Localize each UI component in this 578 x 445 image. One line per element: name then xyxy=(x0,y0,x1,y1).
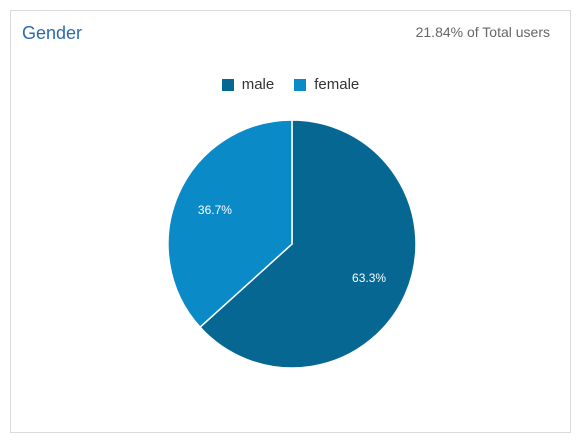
pie-label-male: 63.3% xyxy=(352,271,386,285)
pie-slice-female[interactable] xyxy=(167,119,293,329)
legend-swatch-male xyxy=(221,78,234,91)
legend-swatch-female xyxy=(294,78,307,91)
legend-item-female[interactable]: female xyxy=(294,76,359,93)
pie-slice-male[interactable] xyxy=(198,119,417,369)
legend-item-male[interactable]: male xyxy=(221,76,275,93)
total-users-share: 21.84% of Total users xyxy=(415,24,550,40)
legend-label-male: male xyxy=(241,76,275,93)
card-title: Gender xyxy=(22,23,83,43)
chart-legend: male female xyxy=(11,76,570,93)
legend-label-female: female xyxy=(314,76,360,93)
pie-label-female: 36.7% xyxy=(198,203,232,217)
